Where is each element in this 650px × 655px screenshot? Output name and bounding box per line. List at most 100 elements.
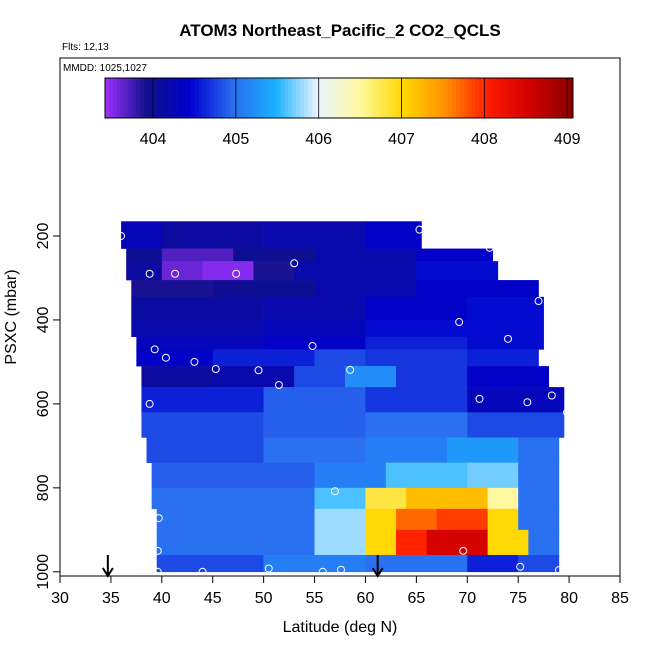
observation-point (232, 269, 241, 278)
x-tick-label: 40 (153, 590, 171, 607)
observation-point (523, 398, 532, 407)
colorbar-slice (206, 78, 211, 118)
colorbar-slice (479, 78, 484, 118)
colorbar-slice (120, 78, 125, 118)
colorbar-slice (502, 78, 508, 118)
heat-cell (314, 280, 417, 298)
colorbar-slice (444, 78, 449, 118)
heat-cell (141, 412, 264, 438)
heat-cell (156, 555, 264, 573)
heat-cell (467, 366, 550, 388)
colorbar-slice (307, 78, 313, 118)
colorbar-slice (327, 78, 332, 118)
colorbar-slice (280, 78, 285, 118)
heat-cell (131, 296, 264, 321)
colorbar-slice (171, 78, 176, 118)
colorbar-slice (362, 78, 367, 118)
colorbar-slice (144, 78, 149, 118)
colorbar-slice (354, 78, 359, 118)
heat-cell (202, 261, 254, 281)
heat-cell (467, 387, 565, 413)
colorbar-slice (253, 78, 258, 118)
observation-point (254, 366, 263, 375)
heat-cell (365, 487, 407, 510)
observation-point (125, 339, 134, 348)
heat-cell (406, 487, 488, 510)
heat-cell (365, 349, 468, 367)
colorbar-slice (225, 78, 231, 118)
heat-cell (146, 437, 264, 463)
colorbar-slice (510, 78, 515, 118)
y-tick-label: 800 (35, 474, 52, 501)
heat-cell (212, 349, 315, 367)
colorbar-slice (467, 78, 472, 118)
heat-cell (131, 280, 214, 298)
heat-cell (263, 221, 366, 249)
colorbar-slice (495, 78, 500, 118)
observation-point (534, 297, 543, 306)
colorbar-slice (132, 78, 137, 118)
colorbar-slice (487, 78, 492, 118)
colorbar-slice (440, 78, 445, 118)
y-tick-label: 200 (35, 223, 52, 250)
heat-cell (314, 349, 366, 367)
heat-cell (467, 296, 544, 321)
colorbar-slice (522, 78, 527, 118)
heat-cell (131, 319, 264, 338)
heat-cell (263, 412, 366, 438)
heat-cell (294, 261, 417, 281)
heat-cell (365, 296, 468, 321)
colorbar-slice (179, 78, 184, 118)
chart-title: ATOM3 Northeast_Pacific_2 CO2_QCLS (179, 21, 501, 40)
observation-point (198, 567, 207, 576)
heat-cell (233, 248, 315, 262)
colorbar-slice (417, 78, 422, 118)
colorbar-slice (428, 78, 433, 118)
heat-cell (487, 487, 519, 510)
colorbar-slice (557, 78, 562, 118)
heat-cell (314, 508, 366, 531)
observation-point (459, 546, 468, 555)
colorbar-slice (432, 78, 437, 118)
colorbar-slice (140, 78, 145, 118)
heat-cell (263, 296, 366, 321)
colorbar-slice (249, 78, 254, 118)
heat-cell (365, 555, 468, 573)
colorbar-slice (401, 78, 406, 118)
heat-cell (467, 555, 519, 573)
colorbar-slice (108, 78, 114, 118)
observation-point (154, 514, 163, 523)
observation-point (455, 318, 464, 327)
colorbar-slice (288, 78, 293, 118)
colorbar-slice (339, 78, 344, 118)
colorbar-slice (561, 78, 566, 118)
heat-cell (263, 387, 366, 413)
colorbar-slice (245, 78, 250, 118)
colorbar-slice (105, 78, 110, 118)
colorbar-slice (214, 78, 219, 118)
x-axis-label: Latitude (deg N) (283, 619, 398, 636)
colorbar-slice (471, 78, 476, 118)
observation-point (274, 381, 283, 390)
colorbar-slice (222, 78, 227, 118)
colorbar-slice (385, 78, 391, 118)
heat-cell (141, 366, 214, 388)
colorbar-tick-label: 407 (388, 131, 415, 148)
colorbar-slice (300, 78, 305, 118)
observation-point (504, 334, 512, 343)
colorbar-slice (210, 78, 215, 118)
annotation: MMDD: 1025,1027 (63, 63, 147, 74)
colorbar-slice (241, 78, 246, 118)
colorbar-slice (331, 78, 336, 118)
heat-cell (151, 487, 315, 510)
observation-point (554, 566, 563, 575)
colorbar-slice (463, 78, 469, 118)
colorbar-slice (335, 78, 340, 118)
heat-cell (416, 280, 539, 298)
colorbar-slice (381, 78, 387, 118)
colorbar-slice (452, 78, 457, 118)
heat-cell (136, 336, 264, 350)
colorbar-slice (475, 78, 480, 118)
colorbar-slice (346, 78, 352, 118)
heat-cell (314, 248, 417, 262)
